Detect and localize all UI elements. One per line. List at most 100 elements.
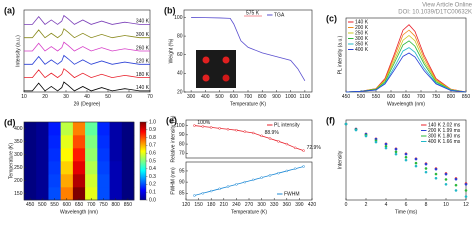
sample-photo: [222, 74, 230, 82]
x-tick-label: 400: [201, 94, 210, 100]
x-tick-label: 850: [124, 202, 133, 208]
data-point: [424, 170, 428, 174]
heat-cell: [121, 148, 135, 162]
heat-cell: [24, 187, 37, 201]
data-point: [218, 127, 221, 130]
x-tick-label: 30: [63, 94, 69, 100]
x-tick-label: 240: [232, 202, 241, 208]
data-point: [464, 195, 468, 198]
series-line: [345, 52, 467, 93]
x-tick-label: 180: [207, 202, 216, 208]
data-point: [404, 152, 408, 156]
data-point: [285, 169, 289, 173]
data-point: [235, 183, 238, 186]
y-axis-label: Intensity: [337, 150, 343, 169]
data-point: [344, 122, 348, 126]
data-point: [434, 176, 438, 180]
x-tick-label: 600: [387, 94, 396, 100]
data-point: [454, 183, 458, 187]
view-article: View Article Online: [422, 3, 473, 9]
data-point: [302, 149, 305, 152]
x-tick-label: 60: [126, 94, 132, 100]
data-point: [394, 147, 398, 151]
legend-label: 340 K: [136, 19, 150, 25]
y-tick-label: 400: [14, 126, 23, 132]
legend-label: 200 K: [355, 25, 369, 31]
x-tick-label: 700: [87, 202, 96, 208]
heat-cell: [24, 148, 37, 162]
series-line: [24, 14, 150, 25]
x-tick-label: 12: [463, 202, 469, 208]
x-axis-label: 2θ (Degree): [74, 101, 101, 107]
data-point: [454, 189, 458, 192]
heat-cell: [36, 148, 49, 162]
x-tick-label: 120: [182, 202, 191, 208]
x-tick-label: 270: [245, 202, 254, 208]
heat-cell: [24, 135, 37, 149]
heat-cell: [121, 174, 135, 188]
y-axis-label: PL intensity (a.u.): [337, 35, 343, 74]
y-axis-label: Weight (%): [168, 38, 174, 63]
x-tick-label: 900: [272, 94, 281, 100]
y-tick-label: 20: [177, 89, 183, 95]
series-line: [345, 29, 467, 93]
heat-cell: [97, 135, 110, 149]
x-tick-label: 800: [447, 94, 456, 100]
heat-cell: [60, 187, 74, 201]
panel-label: (d): [4, 117, 16, 127]
heat-cell: [121, 122, 135, 136]
colorbar-tick-label: 0.1: [149, 190, 156, 196]
y-tick-label: 95: [179, 168, 185, 174]
y-tick-label: 200: [14, 178, 23, 184]
x-axis-label: Time (ms): [395, 209, 418, 215]
x-tick-label: 10: [443, 202, 449, 208]
x-tick-label: 700: [244, 94, 253, 100]
data-point: [260, 176, 263, 179]
data-point: [384, 142, 388, 146]
x-tick-label: 4: [385, 202, 388, 208]
data-point: [293, 146, 297, 150]
legend-label: 400 K 1.66 ms: [428, 139, 461, 145]
legend-label: 140 K: [136, 85, 150, 91]
data-point: [209, 189, 213, 193]
heat-cell: [72, 135, 86, 149]
heat-cell: [60, 174, 74, 188]
data-point: [414, 164, 418, 168]
heat-cell: [109, 135, 123, 149]
colorbar-tick-label: 0.4: [149, 166, 156, 172]
data-point: [354, 128, 358, 132]
x-tick-label: 70: [147, 94, 153, 100]
x-tick-label: 500: [357, 94, 366, 100]
heat-cell: [109, 187, 123, 201]
inset-photos: [196, 50, 236, 88]
data-point: [277, 171, 280, 175]
heat-cell: [72, 187, 86, 201]
y-tick-label: 40: [177, 71, 183, 77]
value-label: 88.9%: [265, 130, 280, 136]
heat-cell: [109, 161, 123, 175]
data-point: [201, 125, 205, 128]
data-point: [201, 192, 205, 195]
legend-label: 250 K: [355, 30, 369, 36]
y-tick-label: 250: [14, 165, 23, 171]
legend-label: 200 K 1.99 ms: [428, 128, 461, 134]
heat-cell: [60, 161, 74, 175]
legend-label: PL intensity: [274, 122, 300, 128]
data-point: [218, 187, 221, 191]
heat-cell: [36, 135, 49, 149]
x-tick-label: 40: [84, 94, 90, 100]
legend-label: 300 K: [136, 32, 150, 38]
legend-label: 140 K 2.02 ms: [428, 122, 461, 128]
x-tick-label: 450: [26, 202, 35, 208]
heat-cell: [97, 174, 110, 188]
heat-cell: [121, 161, 135, 175]
x-tick-label: 1000: [285, 94, 296, 100]
legend-label: 400 K: [355, 47, 369, 53]
x-tick-label: 50: [105, 94, 111, 100]
value-label: 72.9%: [307, 145, 322, 151]
x-tick-label: 2: [365, 202, 368, 208]
y-tick-label: 90: [179, 132, 185, 138]
x-tick-label: 1100: [300, 94, 311, 100]
data-point: [235, 128, 238, 132]
legend-label: 180 K: [136, 72, 150, 78]
